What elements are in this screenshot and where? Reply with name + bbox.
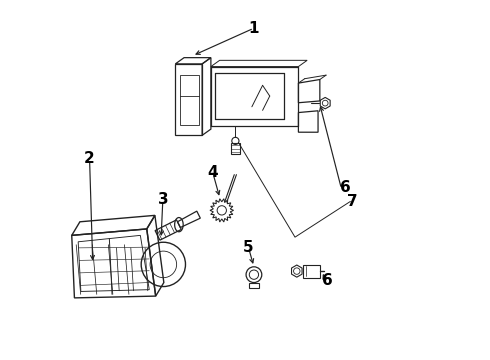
Text: 2: 2 <box>84 151 95 166</box>
Text: 6: 6 <box>340 180 350 195</box>
Text: 5: 5 <box>243 240 254 255</box>
Text: 7: 7 <box>347 194 358 209</box>
Text: 3: 3 <box>157 192 168 207</box>
Text: 4: 4 <box>208 165 218 180</box>
Text: 1: 1 <box>249 21 259 36</box>
Text: 6: 6 <box>322 273 333 288</box>
